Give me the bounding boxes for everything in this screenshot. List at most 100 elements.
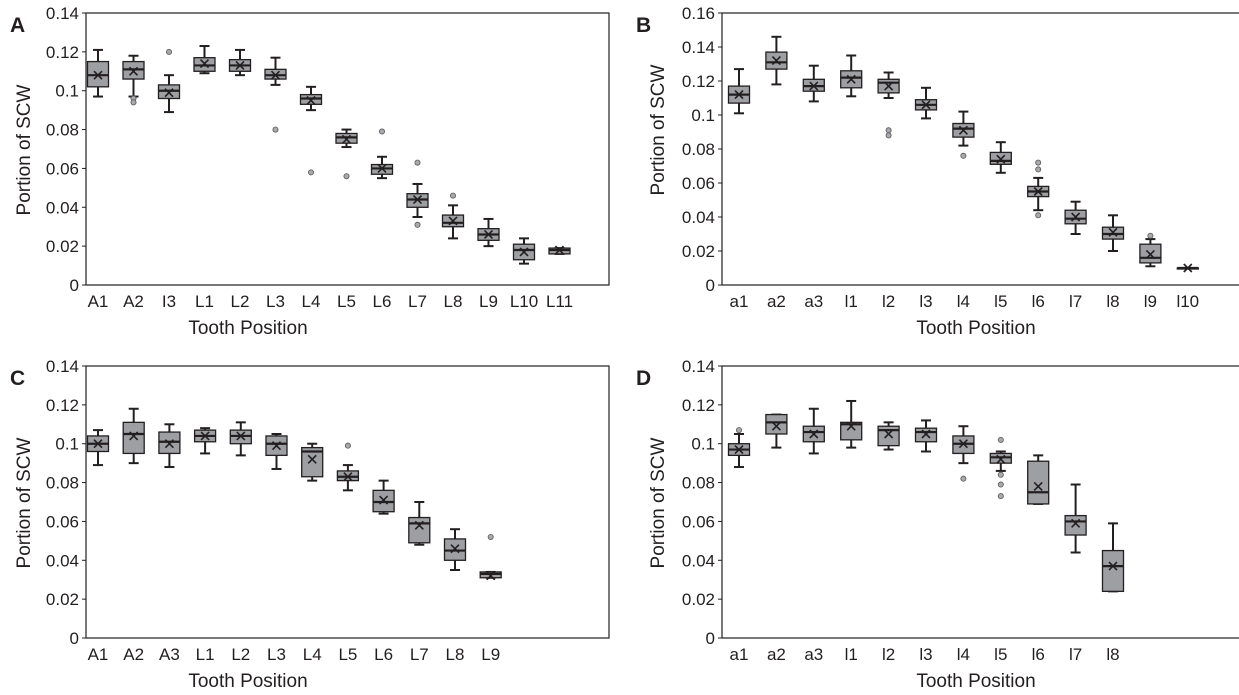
box-l8 (441, 192, 465, 240)
mean-marker (846, 74, 856, 84)
mean-marker (771, 56, 781, 66)
y-tick-label: 0.06 (682, 174, 715, 193)
outlier-point (960, 475, 967, 482)
box-l5 (336, 442, 360, 492)
x-tick-label: L10 (510, 292, 538, 311)
y-axis-label: Portion of SCW (14, 437, 35, 568)
outlier-point (378, 128, 385, 135)
y-tick-label: 0.02 (682, 590, 715, 609)
x-tick-label: A2 (123, 292, 144, 311)
box-l1 (840, 54, 863, 98)
y-tick-label: 0.04 (46, 198, 79, 217)
y-tick-label: 0.12 (46, 396, 79, 415)
mean-marker (236, 431, 246, 441)
y-tick-label: 0.06 (682, 512, 715, 531)
box-l4 (299, 85, 323, 176)
mean-marker (235, 60, 245, 71)
box-iqr (122, 421, 145, 455)
y-tick-label: 0.12 (682, 72, 715, 91)
outlier-point (165, 48, 172, 55)
mean-marker (771, 421, 781, 431)
mean-marker (921, 100, 931, 110)
box-l5 (335, 128, 358, 180)
mean-marker (128, 66, 139, 76)
box-l3 (264, 56, 287, 133)
x-tick-label: l7 (1069, 292, 1082, 311)
box-l3 (265, 433, 288, 470)
x-tick-label: A1 (88, 645, 109, 664)
x-tick-label: L3 (266, 292, 285, 311)
x-tick-label: l7 (1069, 645, 1082, 664)
x-tick-label: a3 (804, 292, 823, 311)
y-axis-label: Portion of SCW (14, 84, 35, 215)
outlier-point (997, 481, 1004, 488)
x-tick-label: L6 (374, 645, 393, 664)
box-iqr (408, 516, 431, 544)
mean-marker (809, 81, 819, 91)
box-l9 (1139, 232, 1162, 268)
panel-c: C 0 0.02 0.04 0.06 0.08 0.1 0.12 0.14 Portion of … (10, 357, 610, 692)
x-tick-label: L8 (446, 645, 465, 664)
mean-marker (846, 421, 856, 431)
outlier-point (343, 173, 350, 180)
y-tick-label: 0 (70, 276, 79, 295)
box-l6 (1027, 454, 1050, 505)
box-l6 (372, 479, 395, 515)
box-iqr (301, 446, 324, 478)
y-tick-label: 0.1 (691, 435, 715, 454)
mean-marker (414, 520, 424, 530)
mean-marker (483, 229, 494, 240)
x-tick-label: l10 (1176, 292, 1199, 311)
x-tick-label: a1 (730, 645, 749, 664)
box-i3 (157, 48, 181, 114)
mean-marker (884, 81, 894, 91)
mean-marker (996, 154, 1006, 164)
box-iqr (840, 421, 863, 441)
x-tick-label: L7 (410, 645, 429, 664)
x-tick-label: L4 (303, 645, 322, 664)
mean-marker (271, 441, 282, 451)
x-tick-label: a1 (730, 292, 749, 311)
y-tick-label: 0.14 (682, 357, 715, 376)
y-tick-label: 0.12 (46, 43, 79, 62)
box-a1 (727, 427, 751, 469)
mean-marker (1033, 186, 1043, 197)
box-l9 (479, 533, 502, 581)
x-tick-label: A1 (88, 292, 109, 311)
outlier-point (997, 436, 1004, 443)
x-tick-label: L11 (546, 292, 573, 311)
box-l7 (1064, 200, 1087, 235)
mean-marker (1108, 561, 1118, 571)
mean-marker (958, 439, 968, 449)
y-tick-label: 0 (706, 629, 715, 648)
outlier-point (1147, 232, 1154, 239)
y-tick-label: 0.12 (682, 396, 715, 415)
box-l7 (408, 501, 431, 546)
outlier-point (960, 152, 967, 159)
mean-marker (200, 431, 210, 441)
box-l8 (443, 528, 467, 571)
outlier-point (997, 493, 1004, 500)
box-l8 (1101, 522, 1125, 593)
box-a3 (802, 64, 825, 103)
y-tick-label: 0.02 (46, 590, 79, 609)
box-l10 (512, 237, 536, 265)
box-iqr (1101, 549, 1125, 593)
y-tick-label: 0.02 (46, 237, 79, 256)
x-tick-label: l5 (994, 292, 1007, 311)
y-tick-label: 0.1 (55, 435, 79, 454)
mean-marker (448, 216, 458, 226)
x-tick-label: L3 (267, 645, 286, 664)
mean-marker (341, 134, 352, 144)
y-tick-label: 0.08 (46, 474, 79, 493)
box-l1 (193, 45, 216, 75)
x-tick-label: L9 (479, 292, 498, 311)
mean-marker (270, 70, 281, 80)
box-l2 (229, 421, 252, 457)
box-l3 (914, 86, 938, 120)
mean-marker (996, 454, 1006, 464)
outlier-point (885, 127, 892, 134)
mean-marker (486, 571, 496, 581)
outlier-point (130, 99, 137, 106)
x-axis-label: Tooth Position (188, 671, 307, 692)
